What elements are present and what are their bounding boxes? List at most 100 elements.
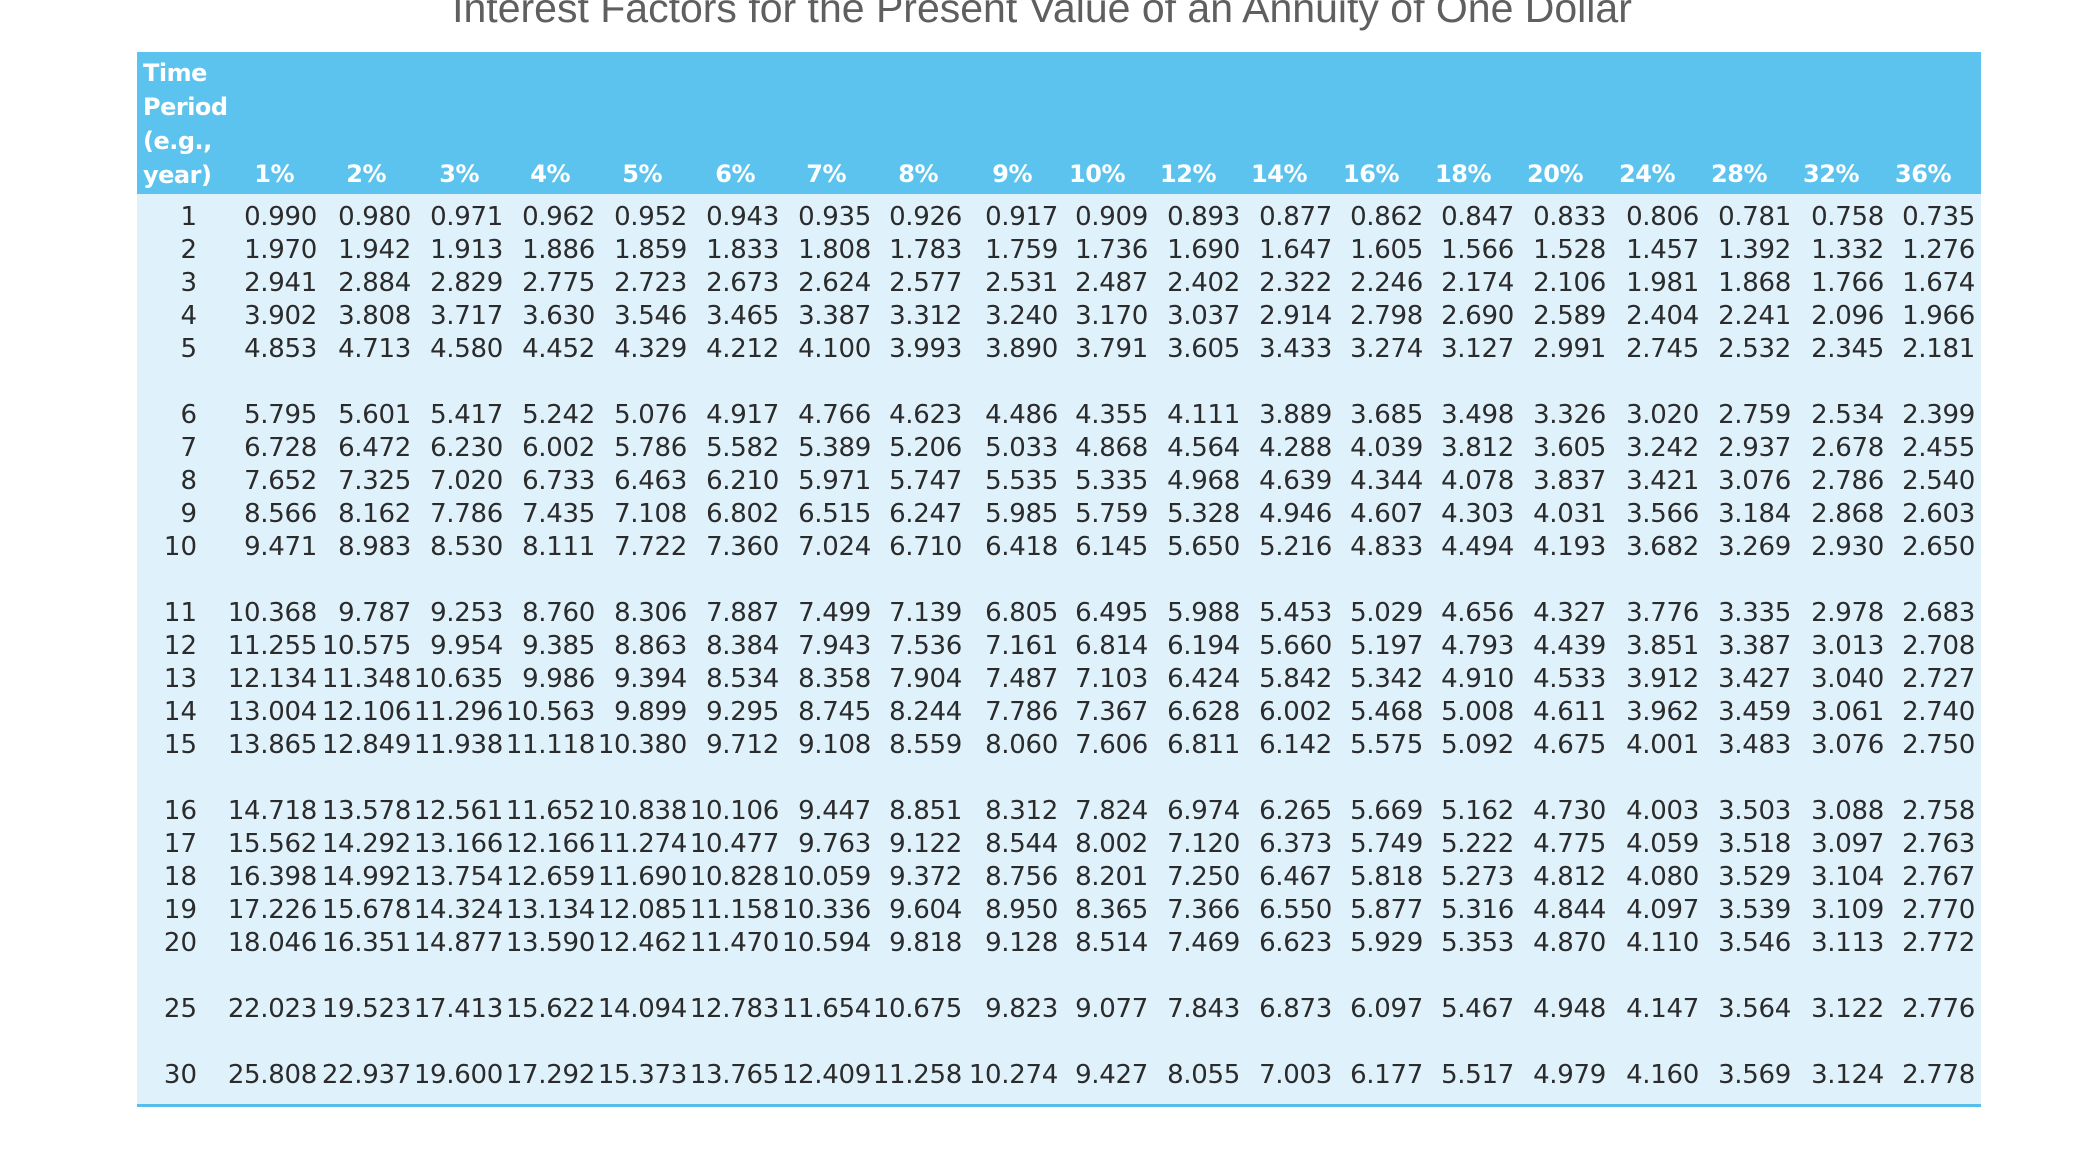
period-cell: 4 bbox=[180, 301, 197, 331]
factor-cell: 7.499 bbox=[798, 598, 871, 628]
factor-cell: 7.786 bbox=[430, 499, 503, 529]
factor-cell: 4.212 bbox=[706, 334, 779, 364]
factor-cell: 4.917 bbox=[706, 400, 779, 430]
factor-cell: 4.979 bbox=[1533, 1060, 1606, 1090]
factor-cell: 8.365 bbox=[1075, 895, 1148, 925]
factor-cell: 2.540 bbox=[1902, 466, 1975, 496]
factor-cell: 1.886 bbox=[522, 235, 595, 265]
factor-cell: 10.675 bbox=[872, 994, 962, 1024]
factor-cell: 4.193 bbox=[1533, 532, 1606, 562]
factor-cell: 7.103 bbox=[1075, 664, 1148, 694]
factor-cell: 2.241 bbox=[1718, 301, 1791, 331]
factor-cell: 2.770 bbox=[1902, 895, 1975, 925]
factor-cell: 11.470 bbox=[689, 928, 779, 958]
factor-cell: 12.783 bbox=[689, 994, 779, 1024]
factor-cell: 3.040 bbox=[1811, 664, 1884, 694]
factor-cell: 4.329 bbox=[614, 334, 687, 364]
factor-cell: 5.650 bbox=[1167, 532, 1240, 562]
factor-cell: 8.983 bbox=[338, 532, 411, 562]
rate-header-1pct: 1% bbox=[254, 160, 294, 188]
factor-cell: 10.828 bbox=[689, 862, 779, 892]
rate-header-24pct: 24% bbox=[1619, 160, 1675, 188]
factor-cell: 1.766 bbox=[1811, 268, 1884, 298]
rate-header-9pct: 9% bbox=[992, 160, 1032, 188]
factor-cell: 2.759 bbox=[1718, 400, 1791, 430]
factor-cell: 2.534 bbox=[1811, 400, 1884, 430]
factor-cell: 4.003 bbox=[1626, 796, 1699, 826]
factor-cell: 22.937 bbox=[321, 1060, 411, 1090]
rate-header-12pct: 12% bbox=[1160, 160, 1216, 188]
factor-cell: 7.536 bbox=[889, 631, 962, 661]
factor-cell: 3.682 bbox=[1626, 532, 1699, 562]
factor-cell: 14.324 bbox=[413, 895, 503, 925]
factor-cell: 16.351 bbox=[321, 928, 411, 958]
factor-cell: 2.174 bbox=[1441, 268, 1514, 298]
factor-cell: 3.122 bbox=[1811, 994, 1884, 1024]
factor-cell: 8.851 bbox=[889, 796, 962, 826]
factor-cell: 6.247 bbox=[889, 499, 962, 529]
factor-cell: 1.566 bbox=[1441, 235, 1514, 265]
factor-cell: 9.253 bbox=[430, 598, 503, 628]
factor-cell: 7.020 bbox=[430, 466, 503, 496]
factor-cell: 8.384 bbox=[706, 631, 779, 661]
factor-cell: 1.808 bbox=[798, 235, 871, 265]
factor-cell: 7.904 bbox=[889, 664, 962, 694]
factor-cell: 3.483 bbox=[1718, 730, 1791, 760]
factor-cell: 2.673 bbox=[706, 268, 779, 298]
factor-cell: 4.766 bbox=[798, 400, 871, 430]
factor-cell: 4.486 bbox=[985, 400, 1058, 430]
factor-cell: 7.722 bbox=[614, 532, 687, 562]
factor-cell: 5.786 bbox=[614, 433, 687, 463]
factor-cell: 8.863 bbox=[614, 631, 687, 661]
factor-cell: 2.402 bbox=[1167, 268, 1240, 298]
period-cell: 6 bbox=[180, 400, 197, 430]
factor-cell: 2.776 bbox=[1902, 994, 1975, 1024]
factor-cell: 4.111 bbox=[1167, 400, 1240, 430]
period-cell: 5 bbox=[180, 334, 197, 364]
factor-cell: 5.029 bbox=[1350, 598, 1423, 628]
factor-cell: 9.954 bbox=[430, 631, 503, 661]
factor-cell: 7.435 bbox=[522, 499, 595, 529]
factor-cell: 5.273 bbox=[1441, 862, 1514, 892]
factor-cell: 5.877 bbox=[1350, 895, 1423, 925]
factor-cell: 1.942 bbox=[338, 235, 411, 265]
factor-cell: 3.020 bbox=[1626, 400, 1699, 430]
period-cell: 8 bbox=[180, 466, 197, 496]
factor-cell: 2.786 bbox=[1811, 466, 1884, 496]
factor-cell: 9.295 bbox=[706, 697, 779, 727]
factor-cell: 4.327 bbox=[1533, 598, 1606, 628]
factor-cell: 4.110 bbox=[1626, 928, 1699, 958]
factor-cell: 4.844 bbox=[1533, 895, 1606, 925]
factor-cell: 2.829 bbox=[430, 268, 503, 298]
factor-cell: 2.991 bbox=[1533, 334, 1606, 364]
factor-cell: 0.781 bbox=[1718, 202, 1791, 232]
factor-cell: 6.628 bbox=[1167, 697, 1240, 727]
factor-cell: 14.877 bbox=[413, 928, 503, 958]
factor-cell: 2.532 bbox=[1718, 334, 1791, 364]
factor-cell: 22.023 bbox=[227, 994, 317, 1024]
factor-cell: 6.495 bbox=[1075, 598, 1148, 628]
factor-cell: 3.564 bbox=[1718, 994, 1791, 1024]
rate-header-4pct: 4% bbox=[530, 160, 570, 188]
factor-cell: 6.623 bbox=[1259, 928, 1332, 958]
factor-cell: 4.580 bbox=[430, 334, 503, 364]
factor-cell: 7.487 bbox=[985, 664, 1058, 694]
period-cell: 25 bbox=[163, 994, 197, 1024]
factor-cell: 3.459 bbox=[1718, 697, 1791, 727]
factor-cell: 9.471 bbox=[244, 532, 317, 562]
factor-cell: 9.394 bbox=[614, 664, 687, 694]
factor-cell: 9.128 bbox=[985, 928, 1058, 958]
factor-cell: 9.763 bbox=[798, 829, 871, 859]
factor-cell: 3.274 bbox=[1350, 334, 1423, 364]
factor-cell: 3.326 bbox=[1533, 400, 1606, 430]
factor-cell: 4.775 bbox=[1533, 829, 1606, 859]
factor-cell: 5.971 bbox=[798, 466, 871, 496]
factor-cell: 7.824 bbox=[1075, 796, 1148, 826]
factor-cell: 6.424 bbox=[1167, 664, 1240, 694]
factor-cell: 0.909 bbox=[1075, 202, 1148, 232]
factor-cell: 0.833 bbox=[1533, 202, 1606, 232]
rate-header-7pct: 7% bbox=[806, 160, 846, 188]
period-cell: 2 bbox=[180, 235, 197, 265]
factor-cell: 4.147 bbox=[1626, 994, 1699, 1024]
period-header-line: Time bbox=[143, 59, 207, 87]
